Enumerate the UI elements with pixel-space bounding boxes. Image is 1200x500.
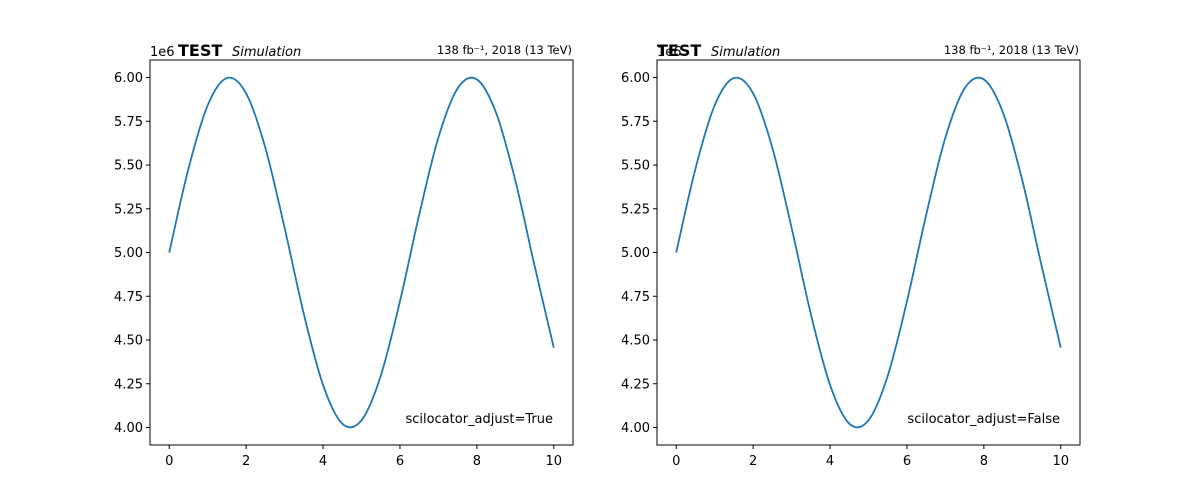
experiment-label: TEST (657, 41, 701, 60)
lumi-label: 138 fb⁻¹, 2018 (13 TeV) (944, 43, 1079, 57)
y-tick-label: 4.00 (621, 421, 650, 436)
y-tick-label: 5.75 (621, 115, 650, 130)
y-tick-label: 4.50 (621, 334, 650, 349)
x-tick-label: 4 (826, 454, 834, 469)
experiment-label: TEST (178, 41, 222, 60)
lumi-label: 138 fb⁻¹, 2018 (13 TeV) (437, 43, 572, 57)
y-tick-label: 5.75 (114, 115, 143, 130)
y-tick-label: 5.50 (114, 159, 143, 174)
y-tick-label: 5.50 (621, 159, 650, 174)
y-tick-label: 5.25 (114, 202, 143, 217)
y-offset-text: 1e6 (150, 45, 175, 60)
experiment-sublabel: Simulation (711, 45, 780, 60)
y-offset-text: 1e6 (657, 45, 682, 60)
x-tick-label: 0 (165, 454, 173, 469)
x-tick-label: 2 (242, 454, 250, 469)
y-tick-label: 4.75 (114, 290, 143, 305)
series-line (675, 76, 1062, 429)
y-tick-label: 5.00 (621, 246, 650, 261)
y-tick-label: 4.00 (114, 421, 143, 436)
y-tick-label: 4.25 (114, 377, 143, 392)
y-tick-label: 5.25 (621, 202, 650, 217)
x-tick-label: 4 (319, 454, 327, 469)
y-tick-label: 4.25 (621, 377, 650, 392)
x-tick-label: 6 (903, 454, 911, 469)
series-line (168, 76, 555, 429)
y-tick-label: 4.75 (621, 290, 650, 305)
x-tick-label: 0 (672, 454, 680, 469)
experiment-sublabel: Simulation (232, 45, 301, 60)
y-tick-label: 5.00 (114, 246, 143, 261)
x-tick-label: 8 (980, 454, 988, 469)
x-tick-label: 8 (473, 454, 481, 469)
x-tick-label: 10 (545, 454, 562, 469)
y-tick-label: 6.00 (114, 71, 143, 86)
annotation-text: scilocator_adjust=False (907, 412, 1060, 427)
chart-panel-1: 0 2 4 6 8 10 4.00 4.25 4.50 4.75 5.00 5.25 5.50 5.75 6… (114, 41, 574, 469)
chart-panel-2: 0 2 4 6 8 10 4.00 4.25 4.50 4.75 5.00 5.25 5.50 5.75 6… (621, 41, 1081, 469)
annotation-text: scilocator_adjust=True (405, 412, 553, 427)
x-tick-label: 10 (1052, 454, 1069, 469)
x-tick-label: 6 (396, 454, 404, 469)
y-tick-label: 6.00 (621, 71, 650, 86)
x-tick-label: 2 (749, 454, 757, 469)
y-tick-label: 4.50 (114, 334, 143, 349)
